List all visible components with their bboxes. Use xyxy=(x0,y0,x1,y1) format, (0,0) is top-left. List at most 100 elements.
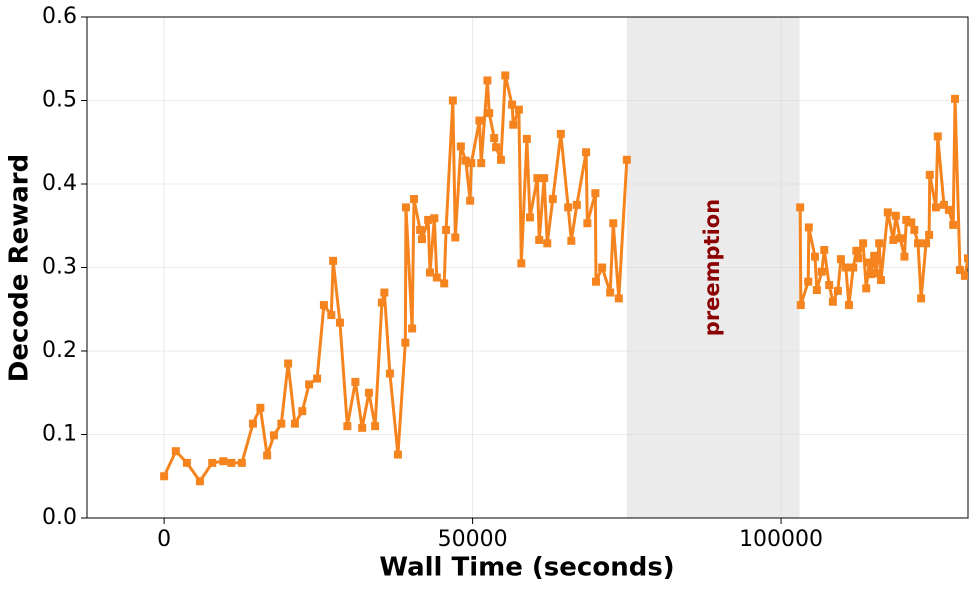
marker xyxy=(872,269,881,278)
marker xyxy=(598,263,607,272)
marker xyxy=(812,286,821,295)
marker xyxy=(327,311,336,320)
marker xyxy=(461,156,470,165)
marker xyxy=(305,380,314,389)
x-tick-label: 0 xyxy=(157,527,171,552)
marker xyxy=(440,279,449,288)
marker xyxy=(424,215,433,224)
marker xyxy=(556,129,565,138)
marker xyxy=(418,235,427,244)
marker xyxy=(548,195,557,204)
marker xyxy=(171,447,180,456)
marker xyxy=(622,155,631,164)
marker xyxy=(501,71,510,80)
marker xyxy=(925,230,934,239)
marker xyxy=(865,258,874,267)
x-axis-label: Wall Time (seconds) xyxy=(379,553,674,583)
marker xyxy=(836,255,845,264)
marker xyxy=(564,203,573,212)
marker xyxy=(426,268,435,277)
x-tick-label: 100000 xyxy=(739,527,823,552)
marker xyxy=(567,236,576,245)
marker xyxy=(466,196,475,205)
y-tick-label: 0.3 xyxy=(42,255,77,280)
plot-background xyxy=(87,16,968,519)
marker xyxy=(525,213,534,222)
marker xyxy=(385,369,394,378)
marker xyxy=(828,297,837,306)
marker xyxy=(825,281,834,290)
marker xyxy=(208,458,217,467)
marker xyxy=(335,318,344,327)
marker xyxy=(416,225,425,234)
marker xyxy=(522,134,531,143)
marker xyxy=(343,422,352,431)
marker xyxy=(377,298,386,307)
marker xyxy=(475,116,484,125)
marker xyxy=(889,235,898,244)
marker xyxy=(277,419,286,428)
marker xyxy=(922,239,931,248)
y-tick-label: 0.1 xyxy=(42,422,77,447)
marker xyxy=(533,174,542,183)
marker xyxy=(955,266,964,275)
marker xyxy=(401,338,410,347)
marker xyxy=(960,271,968,280)
marker xyxy=(875,239,884,248)
plot-area xyxy=(160,71,968,486)
marker xyxy=(467,159,476,168)
marker xyxy=(591,277,600,286)
marker xyxy=(319,301,328,310)
marker xyxy=(492,143,501,152)
marker xyxy=(442,225,451,234)
marker xyxy=(944,205,953,214)
plot-frame xyxy=(86,16,969,519)
marker xyxy=(364,388,373,397)
marker xyxy=(535,235,544,244)
marker xyxy=(964,254,968,263)
y-tick-label: 0.0 xyxy=(42,505,77,530)
marker xyxy=(883,208,892,217)
marker xyxy=(902,215,911,224)
marker xyxy=(248,419,257,428)
marker xyxy=(877,276,886,285)
marker xyxy=(867,270,876,279)
marker xyxy=(543,239,552,248)
marker xyxy=(351,377,360,386)
marker xyxy=(849,263,858,272)
marker xyxy=(237,458,246,467)
marker xyxy=(358,423,367,432)
marker xyxy=(160,472,169,481)
marker xyxy=(485,109,494,118)
marker xyxy=(517,259,526,268)
y-tick-label: 0.6 xyxy=(42,4,77,29)
marker xyxy=(907,218,916,227)
marker xyxy=(540,174,549,183)
marker xyxy=(931,203,940,212)
marker xyxy=(914,239,923,248)
marker xyxy=(796,203,805,212)
marker xyxy=(509,120,518,129)
marker xyxy=(269,431,278,440)
y-axis-label: Decode Reward xyxy=(5,154,35,382)
marker xyxy=(606,288,615,297)
marker xyxy=(409,195,418,204)
marker xyxy=(820,245,829,254)
marker xyxy=(195,477,204,486)
marker xyxy=(483,76,492,85)
marker xyxy=(583,219,592,228)
marker xyxy=(290,419,299,428)
marker xyxy=(432,273,441,282)
marker xyxy=(514,105,523,114)
span-label: preemption xyxy=(700,199,724,336)
marker xyxy=(796,301,805,310)
marker xyxy=(508,100,517,109)
marker xyxy=(313,374,322,383)
marker xyxy=(329,256,338,265)
marker xyxy=(844,301,853,310)
marker xyxy=(496,155,505,164)
y-tick-label: 0.2 xyxy=(42,338,77,363)
marker xyxy=(256,403,265,412)
marker xyxy=(609,219,618,228)
y-tick-label: 0.5 xyxy=(42,88,77,113)
